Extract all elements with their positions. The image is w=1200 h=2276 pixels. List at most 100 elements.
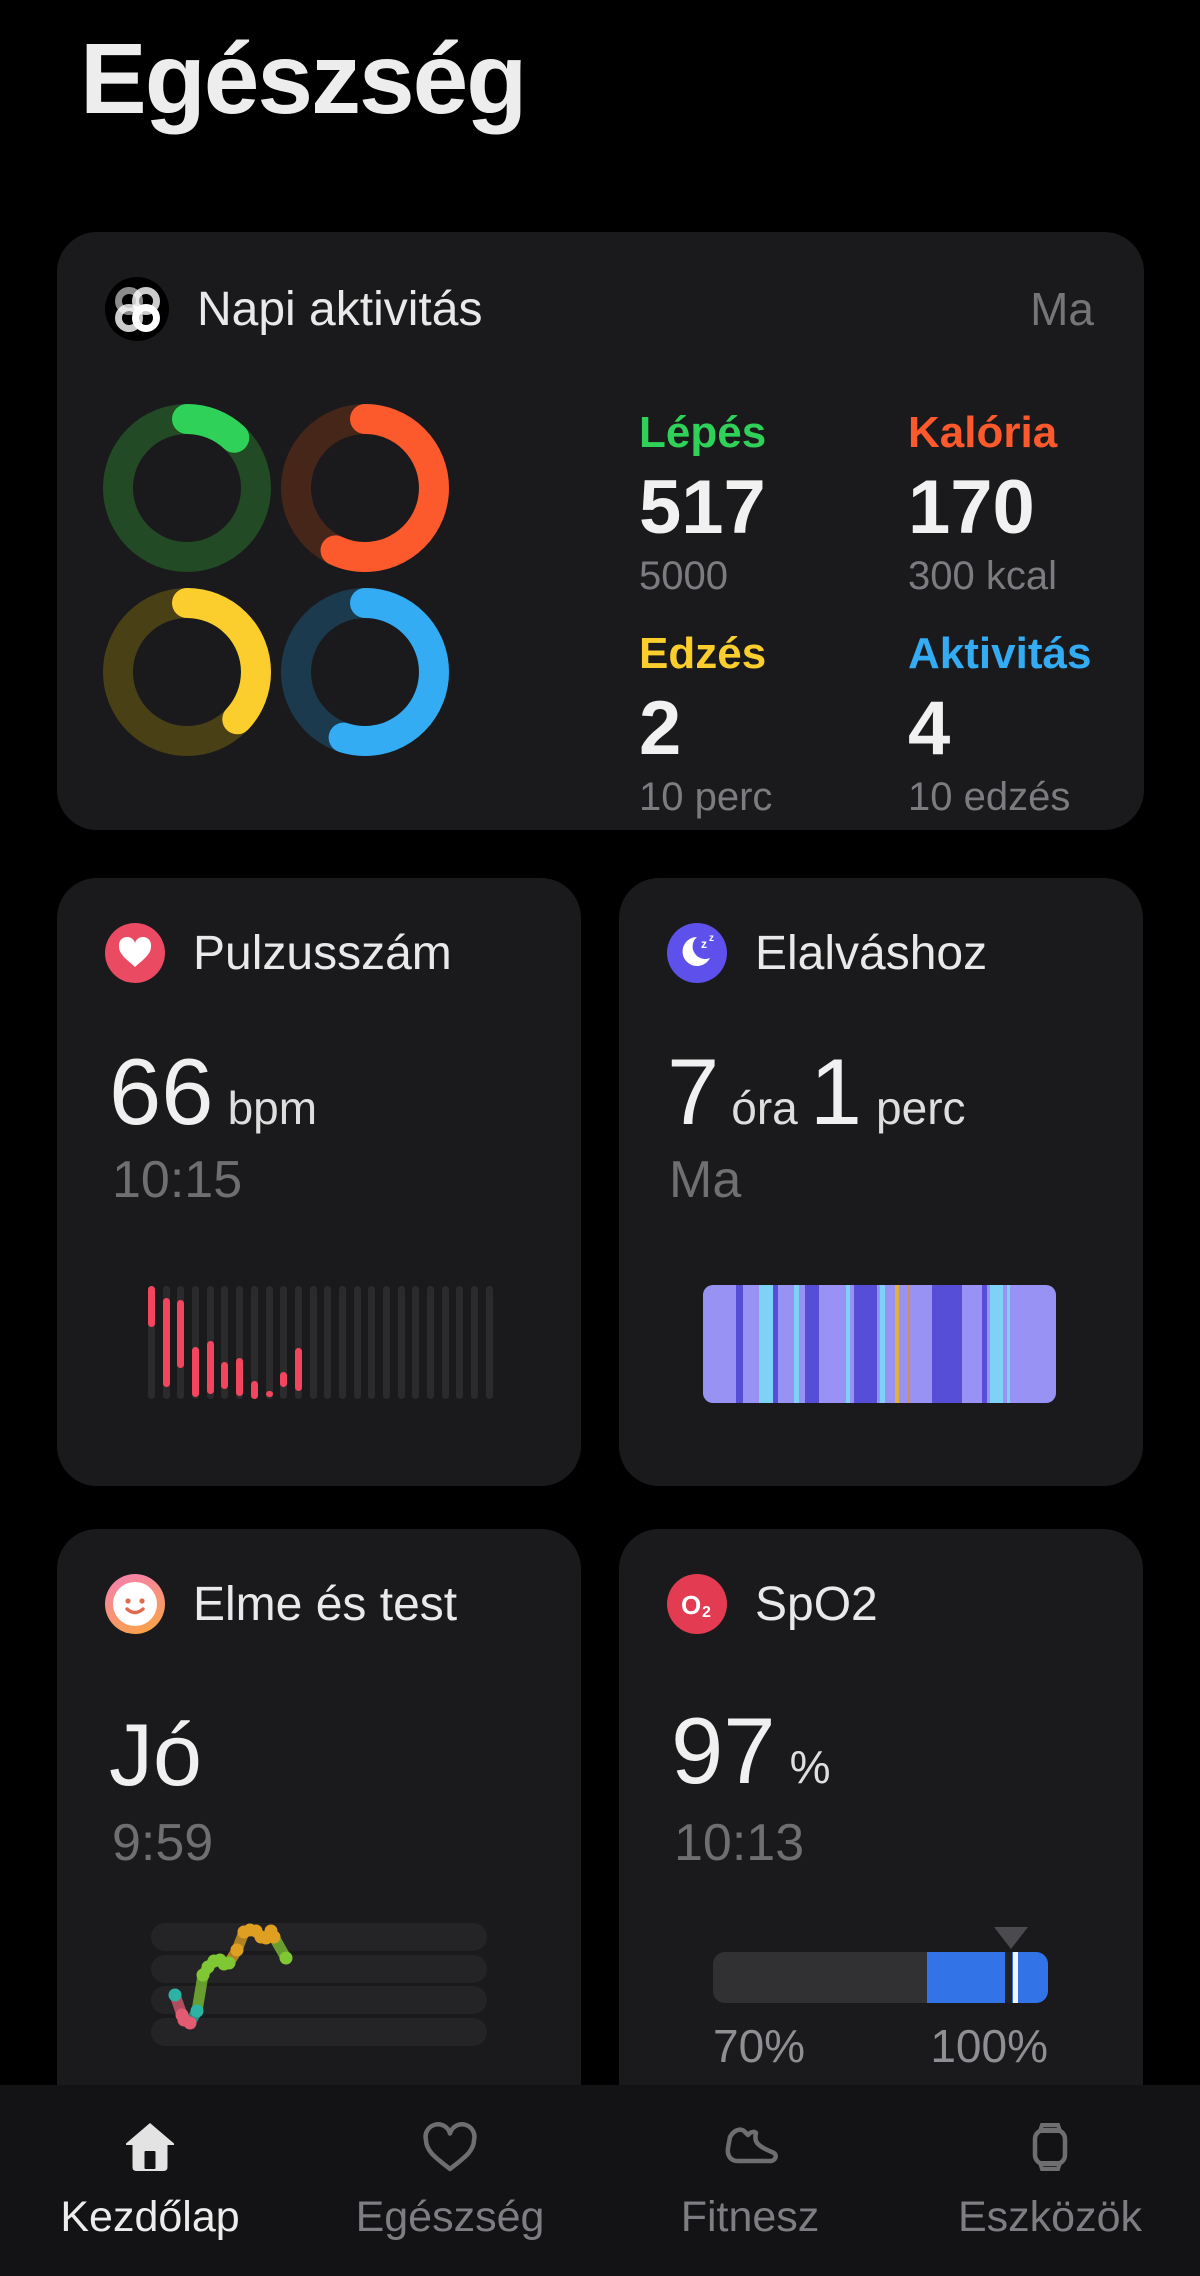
mind-body-chart — [151, 1923, 487, 2046]
svg-text:O: O — [681, 1590, 701, 1620]
heart-rate-bar — [192, 1286, 200, 1399]
heart-rate-bar — [485, 1286, 493, 1399]
activity-rings — [103, 404, 449, 756]
spo2-value: 97 — [671, 1698, 776, 1803]
heart-rate-bar — [250, 1286, 258, 1399]
sleep-stage-segment — [772, 1285, 778, 1403]
spo2-card[interactable]: O 2 SpO2 97 % 10:13 70% 100% — [619, 1529, 1143, 2129]
mind-body-time: 9:59 — [112, 1814, 214, 1872]
heart-rate-bar — [162, 1286, 170, 1399]
heart-rate-bar — [265, 1286, 273, 1399]
sleep-stage-segment — [989, 1285, 1004, 1403]
heart-rate-card[interactable]: Pulzusszám 66 bpm 10:15 — [57, 878, 581, 1486]
heart-icon — [105, 923, 165, 983]
nav-item-home[interactable]: Kezdőlap — [0, 2085, 300, 2276]
sleep-stage-segment — [777, 1285, 795, 1403]
sleep-stage-segment — [1006, 1285, 1010, 1403]
heart-rate-bar — [294, 1286, 302, 1399]
heart-rate-title: Pulzusszám — [193, 926, 452, 980]
heart-rate-bar — [236, 1286, 244, 1399]
sleep-stage-segment — [907, 1285, 910, 1403]
smiley-icon — [105, 1574, 165, 1634]
sleep-stage-segment — [909, 1285, 932, 1403]
activity-ring-calories — [281, 404, 449, 572]
sleep-stage-segment — [743, 1285, 760, 1403]
bottom-nav: Kezdőlap Egészség Fitnesz Eszközök — [0, 2085, 1200, 2276]
heart-outline-icon — [423, 2122, 477, 2172]
daily-activity-period: Ma — [1030, 283, 1094, 335]
nav-item-devices[interactable]: Eszközök — [900, 2085, 1200, 2276]
sleep-stage-segment — [794, 1285, 799, 1403]
sleep-stage-segment — [849, 1285, 855, 1403]
mind-body-title: Elme és test — [193, 1577, 458, 1631]
moon-icon: z z — [667, 923, 727, 983]
sleep-hours: 7 — [667, 1039, 720, 1144]
sleep-stage-segment — [986, 1285, 990, 1403]
heart-rate-bar — [338, 1286, 346, 1399]
heart-rate-bar — [324, 1286, 332, 1399]
sleep-card[interactable]: z z Elalváshoz 7 óra 1 perc Ma — [619, 878, 1143, 1486]
spo2-gauge-bar — [713, 1952, 1048, 2003]
watch-icon — [1032, 2123, 1068, 2171]
sleep-stage-segment — [982, 1285, 987, 1403]
spo2-unit: % — [789, 1741, 831, 1793]
svg-text:2: 2 — [702, 1604, 711, 1621]
sleep-stage-segment — [931, 1285, 962, 1403]
heart-rate-bar — [353, 1286, 361, 1399]
sleep-stage-segment — [1003, 1285, 1007, 1403]
sleep-stage-segment — [819, 1285, 846, 1403]
nav-item-health[interactable]: Egészség — [300, 2085, 600, 2276]
nav-label-fitness: Fitnesz — [680, 2193, 820, 2241]
svg-text:z: z — [709, 933, 714, 944]
activity-stat: Kalória 170 300 kcal — [908, 408, 1058, 598]
sleep-stage-segment — [798, 1285, 805, 1403]
heart-rate-bar — [309, 1286, 317, 1399]
mind-body-card[interactable]: Elme és test Jó 9:59 — [57, 1529, 581, 2129]
heart-rate-bar — [427, 1286, 435, 1399]
spo2-gauge-min-label: 70% — [713, 2020, 806, 2072]
activity-stat: Edzés 2 10 perc — [639, 628, 773, 819]
activity-rings-icon — [105, 277, 169, 341]
sleep-stage-segment — [759, 1285, 773, 1403]
heart-rate-bar — [221, 1286, 229, 1399]
sleep-minutes: 1 — [809, 1039, 863, 1144]
sleep-stage-segment — [884, 1285, 896, 1403]
home-icon — [126, 2123, 174, 2171]
daily-activity-card[interactable]: Napi aktivitás Ma Lépés 517 5000 Kalória 170… — [57, 232, 1144, 830]
sleep-stage-segment — [880, 1285, 885, 1403]
spo2-time: 10:13 — [674, 1814, 805, 1872]
heart-rate-bar — [206, 1286, 214, 1399]
sleep-stage-segment — [703, 1285, 736, 1403]
activity-ring-exercise — [103, 588, 271, 756]
spo2-gauge: 70% 100% — [713, 1925, 1048, 2073]
sleep-title: Elalváshoz — [755, 926, 988, 980]
sleep-hours-unit: óra — [731, 1082, 798, 1134]
heart-rate-bar — [280, 1286, 288, 1399]
heart-rate-unit: bpm — [227, 1082, 318, 1134]
o2-icon: O 2 — [667, 1574, 727, 1634]
nav-label-devices: Eszközök — [957, 2193, 1142, 2241]
sleep-stage-segment — [804, 1285, 820, 1403]
heart-rate-bar — [441, 1286, 449, 1399]
spo2-gauge-max-label: 100% — [930, 2020, 1048, 2072]
sleep-stage-segment — [877, 1285, 881, 1403]
activity-ring-steps — [103, 404, 271, 572]
nav-label-health: Egészség — [355, 2193, 545, 2241]
shoe-icon — [725, 2127, 778, 2164]
heart-rate-bar — [148, 1286, 155, 1399]
daily-activity-title: Napi aktivitás — [197, 282, 483, 336]
nav-item-fitness[interactable]: Fitnesz — [600, 2085, 900, 2276]
heart-rate-bar — [177, 1286, 185, 1399]
activity-stat: Lépés 517 5000 — [639, 408, 767, 598]
activity-stats: Lépés 517 5000 Kalória 170 300 kcal Edzés 2 10 p… — [639, 408, 1091, 820]
sleep-stage-segment — [854, 1285, 878, 1403]
heart-rate-value: 66 — [109, 1039, 214, 1144]
page-title: Egészség — [80, 23, 527, 135]
spo2-title: SpO2 — [755, 1577, 878, 1631]
gauge-pointer-icon — [994, 1927, 1029, 1949]
nav-label-home: Kezdőlap — [60, 2193, 240, 2241]
activity-stat: Aktivitás 4 10 edzés — [908, 628, 1092, 819]
sleep-stage-segment — [961, 1285, 983, 1403]
heart-rate-bar — [383, 1286, 390, 1399]
sleep-stage-segment — [1009, 1285, 1056, 1403]
